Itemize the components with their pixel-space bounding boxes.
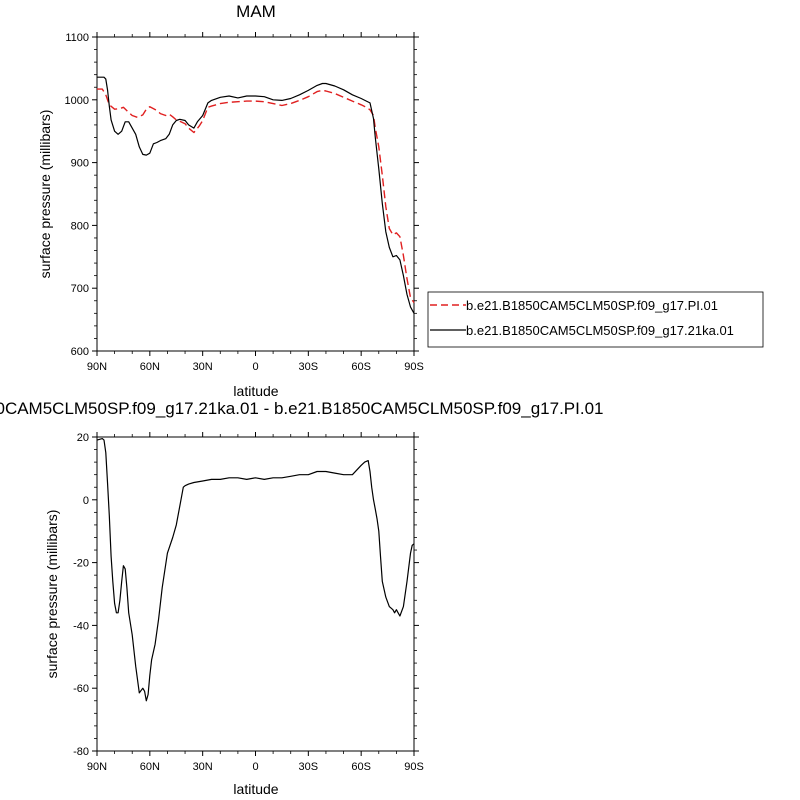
x-tick-label: 60S — [351, 361, 371, 373]
top-panel: MAM 600 700 800 900 1000 1100 90N 60N 30N 0 30S 60… — [37, 2, 764, 399]
y-tick-label: 20 — [77, 432, 89, 444]
bottom-series-lines — [96, 438, 415, 702]
y-tick-label: 0 — [83, 495, 89, 507]
y-tick-label: 900 — [71, 158, 89, 170]
y-tick-label: -80 — [73, 746, 89, 758]
x-tick-label: 90S — [404, 361, 424, 373]
y-tick-label: 800 — [71, 220, 89, 232]
y-tick-label: -40 — [73, 620, 89, 632]
bottom-x-axis-label: latitude — [233, 781, 278, 797]
legend-label-21ka: b.e21.B1850CAM5CLM50SP.f09_g17.21ka.01 — [466, 323, 734, 338]
top-x-axis-ticks: 90N 60N 30N 0 30S 60S 90S — [87, 32, 424, 373]
series-line-0-1 — [97, 76, 415, 314]
legend-box — [427, 291, 764, 348]
y-tick-label: 600 — [71, 346, 89, 358]
y-tick-label: 1000 — [65, 95, 89, 107]
bottom-panel: b.e21.B1850CAM5CLM50SP.f09_g17.21ka.01 -… — [0, 399, 603, 797]
x-tick-label: 90S — [404, 761, 424, 773]
legend-label-pi: b.e21.B1850CAM5CLM50SP.f09_g17.PI.01 — [466, 298, 718, 313]
series-line-1-0 — [96, 438, 415, 702]
top-y-axis-ticks: 600 700 800 900 1000 1100 — [65, 32, 419, 358]
x-tick-label: 60N — [140, 361, 160, 373]
x-tick-label: 0 — [252, 761, 258, 773]
y-tick-label: -60 — [73, 683, 89, 695]
bottom-chart-title: b.e21.B1850CAM5CLM50SP.f09_g17.21ka.01 -… — [0, 399, 603, 418]
y-tick-label: 1100 — [65, 32, 89, 44]
top-y-axis-label: surface pressure (millibars) — [37, 110, 53, 279]
top-x-axis-label: latitude — [233, 383, 278, 399]
y-tick-label: -20 — [73, 558, 89, 570]
series-line-0-0 — [97, 88, 415, 304]
x-tick-label: 30N — [193, 361, 213, 373]
top-legend: b.e21.B1850CAM5CLM50SP.f09_g17.PI.01 b.e… — [427, 291, 764, 348]
y-tick-label: 700 — [71, 283, 89, 295]
top-plot-frame — [96, 36, 415, 352]
x-tick-label: 30S — [299, 761, 319, 773]
bottom-y-axis-label: surface pressure (millibars) — [44, 510, 60, 679]
x-tick-label: 30N — [193, 761, 213, 773]
x-tick-label: 0 — [252, 361, 258, 373]
bottom-y-axis-ticks: -80 -60 -40 -20 0 20 — [73, 432, 419, 758]
bottom-plot-frame — [96, 436, 415, 752]
x-tick-label: 60S — [351, 761, 371, 773]
x-tick-label: 30S — [299, 361, 319, 373]
x-tick-label: 90N — [87, 761, 107, 773]
bottom-x-axis-ticks: 90N 60N 30N 0 30S 60S 90S — [87, 432, 424, 773]
x-tick-label: 60N — [140, 761, 160, 773]
top-series-lines — [97, 76, 415, 314]
x-tick-label: 90N — [87, 361, 107, 373]
top-chart-title: MAM — [236, 2, 276, 21]
